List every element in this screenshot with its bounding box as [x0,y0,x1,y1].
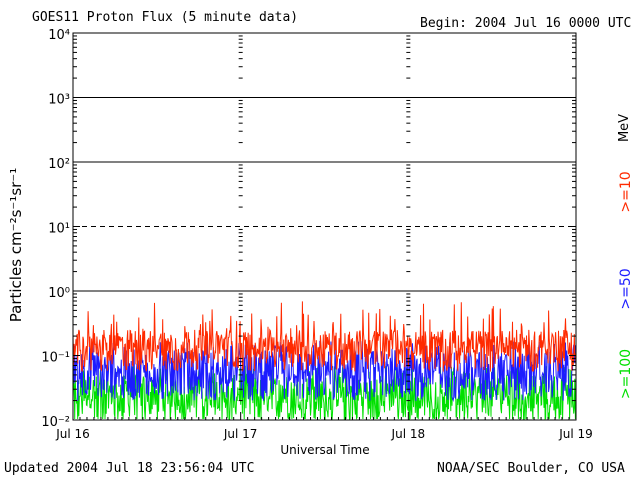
y-tick-label: 10⁻² [41,415,70,430]
y-tick-label: 10⁴ [48,28,70,43]
x-tick-label: Jul 16 [55,427,90,441]
y-axis-label: Particles cm⁻²s⁻¹sr⁻¹ [7,168,25,322]
y-tick-label: 10⁻¹ [41,351,70,366]
series-trace [72,340,577,403]
y-tick-label: 10³ [48,93,70,108]
legend-unit: MeV [617,114,632,142]
axis-layer: 10⁻² 10⁻¹ 10⁰ 10¹ 10² 10³ 10⁴ Jul 16 Jul 17 Jul 1… [7,28,593,457]
legend-entry: >=100 [618,349,634,399]
x-tick-label: Jul 18 [391,427,426,441]
y-tick-label: 10² [48,157,70,172]
updated-timestamp: Updated 2004 Jul 18 23:56:04 UTC [4,461,255,476]
credit-label: NOAA/SEC Boulder, CO USA [437,461,625,476]
legend-entry: >=50 [618,268,634,309]
chart-title: GOES11 Proton Flux (5 minute data) [32,10,299,25]
legend-entry: >=10 [618,171,634,212]
y-tick-label: 10⁰ [48,286,70,301]
grid-layer [73,35,576,402]
x-tick-label: Jul 17 [223,427,258,441]
x-axis-label: Universal Time [280,443,369,457]
y-tick-label: 10¹ [48,222,70,237]
x-tick-label: Jul 19 [558,427,593,441]
series-trace [72,301,577,372]
legend-layer: >=10 >=50 >=100 MeV [617,114,634,399]
begin-time-label: Begin: 2004 Jul 16 0000 UTC [420,16,632,31]
